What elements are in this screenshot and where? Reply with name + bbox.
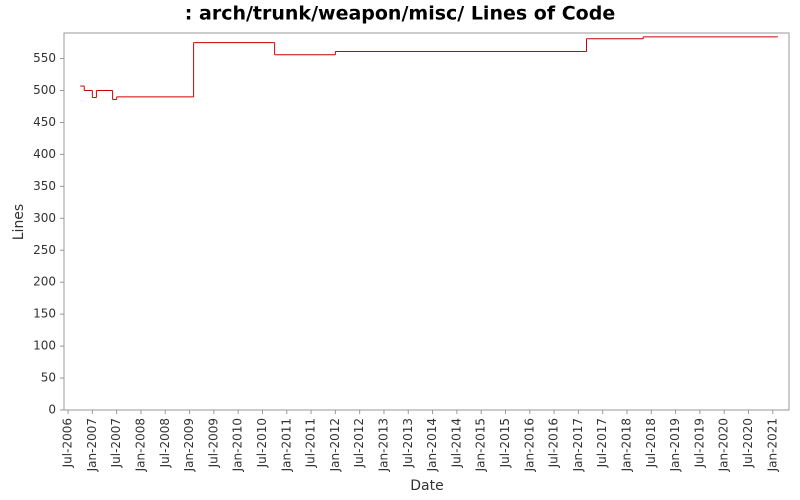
y-axis-label: Lines — [11, 204, 27, 240]
y-tick-label: 350 — [33, 179, 56, 193]
x-tick-label: Jul-2008 — [158, 418, 172, 468]
x-tick-label: Jul-2006 — [61, 418, 75, 468]
x-tick-label: Jul-2015 — [498, 418, 512, 468]
x-tick-label: Jan-2016 — [522, 418, 536, 472]
x-tick-label: Jul-2012 — [352, 418, 366, 468]
x-tick-label: Jan-2018 — [619, 418, 633, 472]
x-tick-label: Jul-2020 — [741, 418, 755, 468]
x-tick-label: Jul-2019 — [692, 418, 706, 468]
x-tick-label: Jul-2017 — [595, 418, 609, 468]
y-tick-label: 500 — [33, 83, 56, 97]
x-tick-label: Jul-2018 — [644, 418, 658, 468]
y-tick-label: 100 — [33, 339, 56, 353]
y-tick-label: 0 — [48, 403, 56, 417]
y-tick-label: 200 — [33, 275, 56, 289]
x-tick-label: Jan-2017 — [571, 418, 585, 472]
y-tick-label: 300 — [33, 211, 56, 225]
x-tick-label: Jan-2014 — [425, 418, 439, 472]
x-tick-label: Jan-2008 — [133, 418, 147, 472]
x-tick-label: Jul-2011 — [304, 418, 318, 468]
x-tick-label: Jul-2014 — [449, 418, 463, 468]
x-tick-label: Jan-2010 — [231, 418, 245, 472]
x-tick-label: Jul-2009 — [206, 418, 220, 468]
x-tick-label: Jan-2021 — [765, 418, 779, 472]
y-tick-label: 250 — [33, 243, 56, 257]
y-tick-label: 150 — [33, 307, 56, 321]
x-axis-label: Date — [410, 478, 443, 494]
x-tick-label: Jan-2019 — [668, 418, 682, 472]
x-tick-label: Jan-2011 — [279, 418, 293, 472]
x-tick-label: Jul-2013 — [401, 418, 415, 468]
plot-area — [63, 32, 790, 411]
x-tick-label: Jan-2007 — [85, 418, 99, 472]
chart-title: : arch/trunk/weapon/misc/ Lines of Code — [185, 3, 615, 25]
y-tick-label: 400 — [33, 147, 56, 161]
x-tick-label: Jul-2007 — [109, 418, 123, 468]
y-tick-label: 450 — [33, 115, 56, 129]
y-tick-label: 550 — [33, 51, 56, 65]
x-tick-label: Jul-2010 — [255, 418, 269, 468]
x-tick-label: Jan-2020 — [717, 418, 731, 472]
x-tick-label: Jan-2009 — [182, 418, 196, 472]
x-tick-label: Jan-2012 — [328, 418, 342, 472]
y-tick-label: 50 — [41, 371, 56, 385]
x-tick-label: Jan-2013 — [376, 418, 390, 472]
x-tick-label: Jul-2016 — [547, 418, 561, 468]
x-tick-label: Jan-2015 — [474, 418, 488, 472]
